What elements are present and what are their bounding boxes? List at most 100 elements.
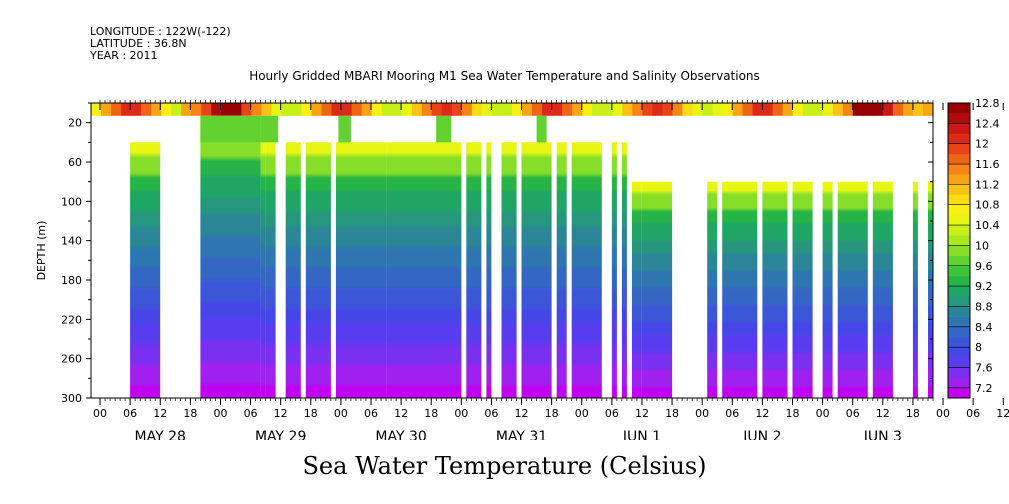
colorbar-swatch: [948, 143, 970, 155]
surface-cell: [782, 103, 794, 116]
colorbar-swatch: [948, 214, 970, 226]
data-column: [792, 181, 813, 398]
surface-cell: [913, 103, 924, 116]
surface-cell: [852, 103, 864, 116]
colorbar-title: Sea Water Temperature (Celsius): [302, 452, 707, 480]
colorbar-swatch: [948, 184, 970, 195]
surface-cell: [662, 103, 673, 116]
surface-cell: [492, 103, 503, 116]
data-column: [130, 142, 161, 398]
y-tick-label: 260: [61, 353, 82, 366]
colorbar-swatch: [948, 336, 970, 348]
data-column: [265, 142, 276, 398]
colorbar-swatch: [948, 235, 970, 246]
colorbar-label: 7.2: [975, 382, 993, 395]
surface-cell: [301, 103, 313, 116]
x-tick-label: 18: [906, 407, 920, 420]
colorbar-swatch: [948, 204, 970, 216]
x-tick-label: 06: [725, 407, 739, 420]
data-column: [386, 142, 462, 398]
x-tick-label: 06: [364, 407, 378, 420]
surface-cell: [652, 103, 663, 116]
data-column: [822, 181, 833, 398]
data-column: [486, 142, 492, 398]
surface-cell: [812, 103, 824, 116]
surface-cell: [111, 103, 122, 116]
x-tick-label: 12: [274, 407, 288, 420]
surface-cell: [722, 103, 734, 116]
colorbar-swatch: [948, 113, 970, 124]
surface-cell: [502, 103, 513, 116]
surface-cell: [542, 103, 553, 116]
x-day-label: JUN 3: [863, 429, 902, 440]
mixed-layer-cell: [200, 115, 261, 143]
x-day-label: MAY 31: [496, 429, 547, 440]
surface-cell: [231, 103, 242, 116]
surface-cell: [862, 103, 874, 116]
x-tick-label: 06: [244, 407, 258, 420]
surface-cell: [632, 103, 643, 116]
latitude-label: LATITUDE : 36.8N: [90, 37, 187, 50]
data-column: [762, 181, 788, 398]
colorbar-swatch: [948, 347, 970, 358]
surface-cell: [441, 103, 453, 116]
surface-cell: [592, 103, 603, 116]
surface-cell: [532, 103, 543, 116]
surface-cell: [281, 103, 293, 116]
surface-cell: [832, 103, 844, 116]
data-column: [305, 142, 331, 398]
x-tick-label: 18: [785, 407, 799, 420]
surface-cell: [471, 103, 483, 116]
surface-cell: [602, 103, 613, 116]
x-tick-label: 12: [876, 407, 890, 420]
surface-cell: [682, 103, 693, 116]
x-day-label: MAY 29: [255, 429, 306, 440]
surface-cell: [191, 103, 202, 116]
surface-cell: [712, 103, 724, 116]
heatmap-chart: 20 60 100 140 180 220 260 300 DEPTH (m) 00 06 12 18 0…: [35, 97, 1009, 440]
x-tick-label: 00: [334, 407, 348, 420]
surface-cell: [692, 103, 703, 116]
y-tick-label: 60: [68, 156, 82, 169]
x-tick-label: 06: [605, 407, 619, 420]
colorbar-label: 8: [975, 341, 982, 354]
x-tick-label: 06: [123, 407, 137, 420]
longitude-label: LONGITUDE : 122W(-122): [90, 25, 231, 38]
x-tick-label: 00: [575, 407, 589, 420]
data-column: [722, 181, 758, 398]
surface-cell: [241, 103, 252, 116]
x-tick-label: 06: [966, 407, 980, 420]
surface-cell: [882, 103, 894, 116]
surface-cell: [371, 103, 383, 116]
surface-cell: [381, 103, 393, 116]
surface-cell: [802, 103, 814, 116]
surface-cell: [121, 103, 132, 116]
surface-cell: [512, 103, 523, 116]
data-column: [928, 181, 933, 398]
surface-cell: [732, 103, 744, 116]
x-day-label: MAY 30: [375, 429, 426, 440]
surface-cell: [822, 103, 834, 116]
surface-cell: [562, 103, 573, 116]
colorbar-swatch: [948, 194, 970, 206]
surface-cell: [612, 103, 623, 116]
surface-cell: [752, 103, 764, 116]
data-column: [912, 181, 918, 398]
surface-cell: [271, 103, 282, 116]
surface-cell: [772, 103, 784, 116]
surface-cell: [161, 103, 172, 116]
surface-cell: [151, 103, 162, 116]
x-tick-label: 18: [545, 407, 559, 420]
data-column: [642, 181, 673, 398]
x-tick-label: 12: [515, 407, 529, 420]
surface-cell: [341, 103, 353, 116]
surface-cell: [141, 103, 152, 116]
x-tick-label: 00: [454, 407, 468, 420]
y-tick-label: 300: [61, 392, 82, 405]
surface-cell: [582, 103, 593, 116]
colorbar-swatch: [948, 357, 970, 368]
colorbar-swatch: [948, 326, 970, 338]
colorbar-label: 10: [975, 239, 989, 252]
colorbar-label: 7.6: [975, 361, 993, 374]
